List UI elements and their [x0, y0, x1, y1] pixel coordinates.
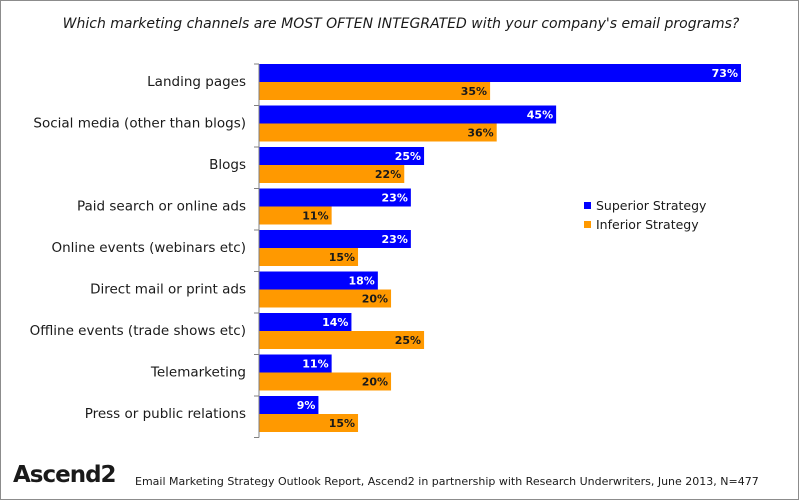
category-label-telemarketing: Telemarketing: [150, 365, 246, 381]
data-label-inferior-blogs: 22%: [375, 168, 401, 181]
legend-item-superior: Superior Strategy: [584, 196, 706, 215]
bar-chart: Landing pages 73% 35% Social media (other t…: [30, 63, 741, 438]
bar-inferior-direct-mail-or-print-ads: [259, 289, 392, 308]
legend-label-inferior: Inferior Strategy: [596, 217, 699, 232]
legend-swatch-superior: [584, 202, 591, 209]
category-label-online-events-webinars-etc: Online events (webinars etc): [51, 240, 246, 256]
data-label-superior-press-or-public-relations: 9%: [297, 399, 316, 412]
bar-inferior-offline-events-trade-shows-etc: [259, 331, 425, 349]
bar-superior-direct-mail-or-print-ads: [259, 271, 378, 290]
data-label-inferior-telemarketing: 20%: [362, 376, 388, 389]
category-label-direct-mail-or-print-ads: Direct mail or print ads: [90, 282, 246, 298]
data-label-inferior-landing-pages: 35%: [461, 85, 487, 98]
ascend2-logo: Ascend2: [13, 462, 117, 488]
data-label-superior-telemarketing: 11%: [302, 358, 328, 371]
bar-superior-social-media-other-than-blogs: [259, 105, 557, 124]
bar-inferior-press-or-public-relations: [259, 414, 359, 432]
data-label-superior-direct-mail-or-print-ads: 18%: [349, 275, 375, 288]
bar-inferior-social-media-other-than-blogs: [259, 123, 497, 142]
data-label-inferior-press-or-public-relations: 15%: [329, 417, 355, 430]
legend: Superior Strategy Inferior Strategy: [584, 196, 706, 234]
category-label-blogs: Blogs: [209, 157, 246, 173]
category-label-offline-events-trade-shows-etc: Offline events (trade shows etc): [30, 323, 246, 339]
category-label-landing-pages: Landing pages: [147, 74, 246, 90]
bar-superior-landing-pages: [259, 64, 741, 82]
chart-title: Which marketing channels are MOST OFTEN …: [62, 16, 740, 32]
bar-inferior-blogs: [259, 165, 405, 183]
bar-superior-telemarketing: [259, 354, 332, 373]
data-label-inferior-online-events-webinars-etc: 15%: [329, 251, 355, 264]
bar-inferior-telemarketing: [259, 372, 392, 391]
bar-superior-press-or-public-relations: [259, 396, 319, 414]
data-label-inferior-paid-search-or-online-ads: 11%: [302, 210, 328, 223]
bar-superior-offline-events-trade-shows-etc: [259, 313, 352, 331]
source-note: Email Marketing Strategy Outlook Report,…: [135, 475, 759, 488]
bar-superior-paid-search-or-online-ads: [259, 188, 411, 207]
data-label-superior-social-media-other-than-blogs: 45%: [527, 109, 553, 122]
category-label-social-media-other-than-blogs: Social media (other than blogs): [33, 116, 246, 132]
data-label-superior-offline-events-trade-shows-etc: 14%: [322, 316, 348, 329]
bar-inferior-online-events-webinars-etc: [259, 248, 359, 266]
data-label-superior-landing-pages: 73%: [712, 67, 738, 80]
bar-inferior-landing-pages: [259, 82, 491, 100]
category-label-press-or-public-relations: Press or public relations: [85, 406, 246, 422]
data-label-inferior-offline-events-trade-shows-etc: 25%: [395, 334, 421, 347]
bar-superior-blogs: [259, 147, 425, 165]
data-label-superior-online-events-webinars-etc: 23%: [382, 233, 408, 246]
bar-inferior-paid-search-or-online-ads: [259, 206, 332, 225]
legend-item-inferior: Inferior Strategy: [584, 215, 706, 234]
legend-swatch-inferior: [584, 221, 591, 228]
data-label-superior-paid-search-or-online-ads: 23%: [382, 192, 408, 205]
bar-superior-online-events-webinars-etc: [259, 230, 411, 248]
data-label-inferior-direct-mail-or-print-ads: 20%: [362, 293, 388, 306]
data-label-superior-blogs: 25%: [395, 150, 421, 163]
data-label-inferior-social-media-other-than-blogs: 36%: [467, 127, 493, 140]
category-label-paid-search-or-online-ads: Paid search or online ads: [77, 199, 246, 215]
legend-label-superior: Superior Strategy: [596, 198, 707, 213]
